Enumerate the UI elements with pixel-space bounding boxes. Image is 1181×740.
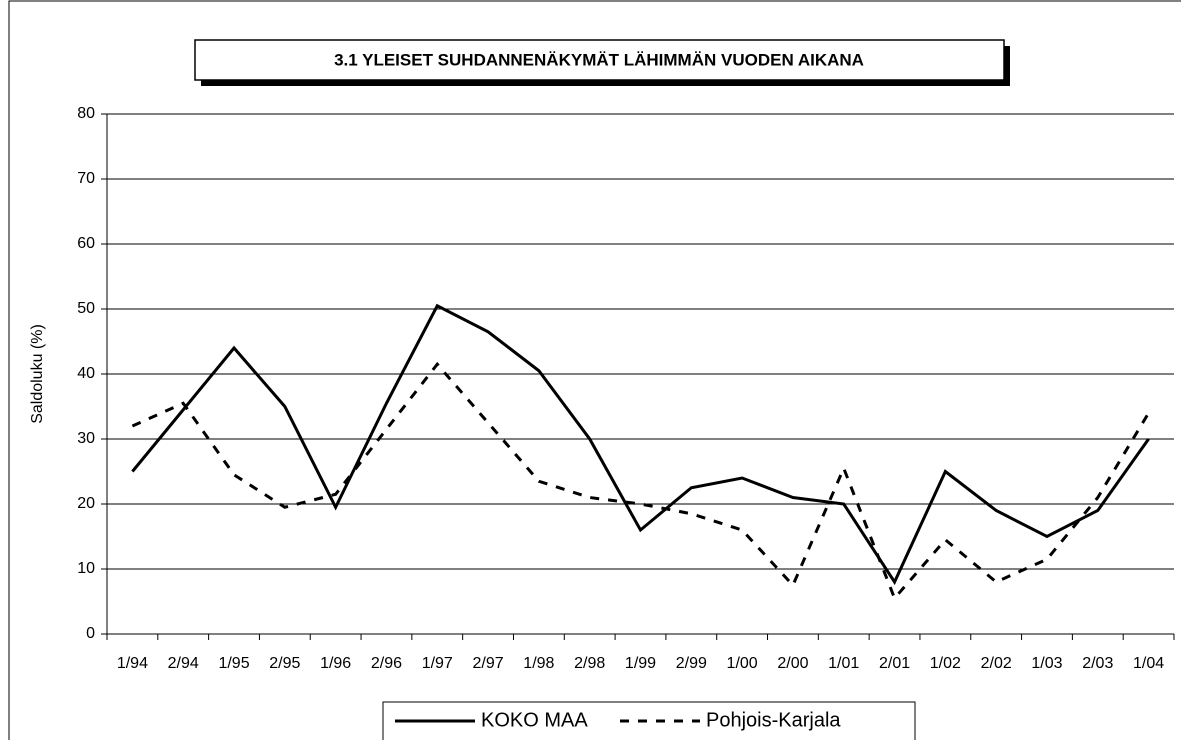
x-tick-label: 2/01: [879, 655, 910, 672]
title-box: [194, 39, 1005, 81]
y-tick-label: 20: [77, 495, 95, 512]
x-tick-label: 1/99: [625, 655, 656, 672]
x-tick-label: 1/94: [117, 655, 148, 672]
x-tick-label: 2/03: [1082, 655, 1113, 672]
x-tick-label: 2/95: [269, 655, 300, 672]
y-tick-label: 70: [77, 170, 95, 187]
y-axis-label: Saldoluku (%): [29, 324, 46, 424]
x-tick-label: 2/97: [473, 655, 504, 672]
chart-title: 3.1 YLEISET SUHDANNENÄKYMÄT LÄHIMMÄN VUO…: [334, 50, 864, 69]
y-tick-label: 80: [77, 105, 95, 122]
x-tick-label: 1/98: [523, 655, 554, 672]
x-tick-label: 2/98: [574, 655, 605, 672]
x-tick-label: 1/01: [828, 655, 859, 672]
x-tick-label: 1/96: [320, 655, 351, 672]
y-tick-label: 40: [77, 365, 95, 382]
x-tick-label: 1/03: [1031, 655, 1062, 672]
x-tick-label: 2/94: [168, 655, 199, 672]
x-tick-label: 2/02: [981, 655, 1012, 672]
legend-label: Pohjois-Karjala: [706, 709, 841, 731]
x-tick-label: 2/00: [777, 655, 808, 672]
x-tick-label: 1/95: [218, 655, 249, 672]
y-tick-label: 30: [77, 430, 95, 447]
x-tick-label: 1/97: [422, 655, 453, 672]
y-tick-label: 60: [77, 235, 95, 252]
chart-border: [8, 0, 1181, 740]
legend-label: KOKO MAA: [481, 709, 588, 731]
x-tick-label: 2/99: [676, 655, 707, 672]
x-tick-label: 1/02: [930, 655, 961, 672]
y-tick-label: 50: [77, 300, 95, 317]
x-tick-label: 2/96: [371, 655, 402, 672]
series-line: [131, 303, 1150, 586]
y-tick-label: 0: [86, 625, 95, 642]
x-tick-label: 1/00: [727, 655, 758, 672]
series-line: [131, 361, 1150, 602]
y-tick-label: 10: [77, 560, 95, 577]
x-tick-label: 1/04: [1133, 655, 1164, 672]
